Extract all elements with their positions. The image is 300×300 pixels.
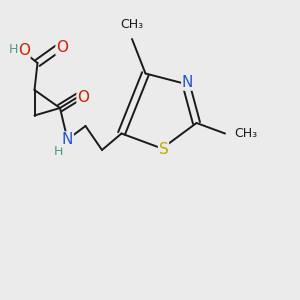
Text: O: O xyxy=(77,90,89,105)
Text: CH₃: CH₃ xyxy=(120,19,144,32)
Text: N: N xyxy=(62,132,73,147)
Text: CH₃: CH₃ xyxy=(234,127,257,140)
Text: O: O xyxy=(18,43,30,58)
Text: O: O xyxy=(56,40,68,55)
Text: N: N xyxy=(182,75,193,90)
Text: S: S xyxy=(159,142,168,158)
Text: H: H xyxy=(54,145,63,158)
Text: H: H xyxy=(9,43,18,56)
